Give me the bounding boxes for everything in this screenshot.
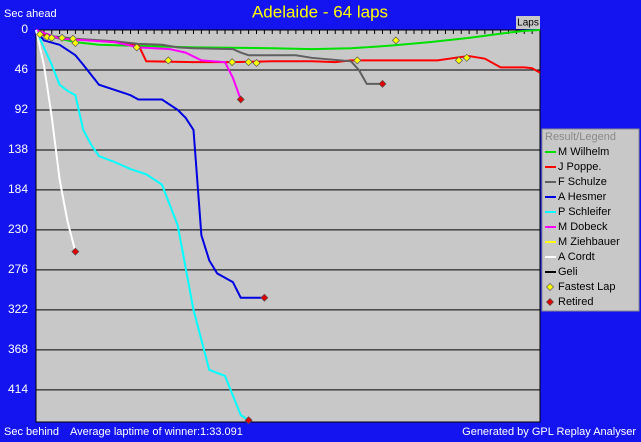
marker (71, 247, 80, 256)
legend-label: M Dobeck (558, 221, 608, 233)
legend-label: Geli (558, 266, 578, 278)
series-line (35, 29, 265, 299)
y-tick-label: 230 (8, 222, 28, 236)
marker (164, 56, 173, 65)
x-label-box (516, 16, 540, 29)
y-tick-label: 46 (15, 62, 29, 76)
x-label: Laps (517, 18, 539, 29)
footer-left: Average laptime of winner:1:33.091 (70, 426, 243, 438)
legend-label: Fastest Lap (558, 281, 615, 293)
y-tick-label: 184 (8, 182, 28, 196)
chart-title: Adelaide - 64 laps (252, 2, 388, 21)
marker (228, 58, 237, 67)
y-tick-label: 368 (8, 342, 28, 356)
series-line (35, 29, 242, 100)
y-tick-label: 414 (8, 382, 28, 396)
y-tick-label: 0 (21, 22, 28, 36)
legend-title: Result/Legend (545, 131, 616, 143)
marker (236, 95, 245, 104)
marker (47, 33, 56, 42)
legend-label: M Wilhelm (558, 146, 609, 158)
legend-label: M Ziehbauer (558, 236, 620, 248)
y-label-bottom: Sec behind (4, 426, 59, 438)
marker (378, 79, 387, 88)
legend-swatch (546, 298, 554, 306)
y-tick-label: 138 (8, 142, 28, 156)
legend-label: F Schulze (558, 176, 607, 188)
plot-area (35, 29, 541, 423)
legend-box (541, 128, 640, 312)
marker (71, 39, 80, 48)
legend-label: J Poppe. (558, 161, 601, 173)
marker (35, 30, 44, 39)
marker (252, 59, 261, 68)
legend-label: P Schleifer (558, 206, 611, 218)
y-tick-label: 92 (15, 102, 29, 116)
legend-label: Retired (558, 296, 593, 308)
marker (244, 416, 253, 425)
y-tick-label: 322 (8, 302, 28, 316)
legend-swatch (546, 283, 554, 291)
series-line (35, 29, 77, 252)
series-line (35, 29, 541, 51)
marker (454, 56, 463, 65)
marker (353, 56, 362, 65)
footer-right: Generated by GPL Replay Analyser (462, 426, 636, 438)
legend-label: A Hesmer (558, 191, 607, 203)
legend-label: A Cordt (558, 251, 595, 263)
marker (244, 58, 253, 67)
marker (260, 293, 269, 302)
marker (132, 43, 141, 52)
marker (462, 53, 471, 62)
series-line (35, 29, 250, 422)
marker (391, 36, 400, 45)
y-tick-label: 276 (8, 262, 28, 276)
y-label-top: Sec ahead (4, 8, 57, 20)
marker (57, 33, 66, 42)
